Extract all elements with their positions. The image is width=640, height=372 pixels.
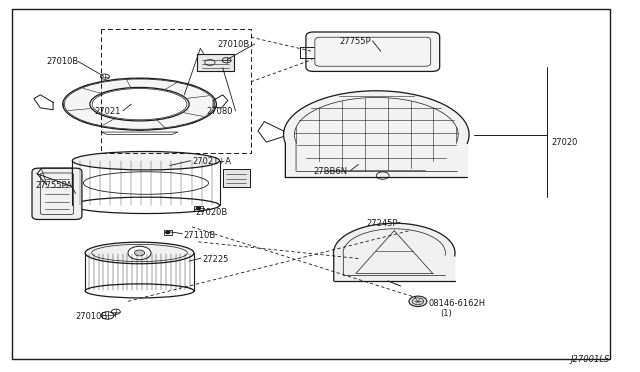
Bar (194, 206, 203, 211)
Text: (1): (1) (440, 309, 452, 318)
Text: 27010B: 27010B (218, 40, 250, 49)
FancyBboxPatch shape (32, 168, 82, 219)
Ellipse shape (85, 242, 194, 264)
Text: 27020: 27020 (552, 138, 578, 147)
Circle shape (409, 296, 427, 307)
Bar (164, 230, 172, 235)
Text: 27021: 27021 (95, 107, 121, 116)
Text: 27010B: 27010B (46, 57, 78, 66)
Circle shape (196, 207, 200, 209)
Polygon shape (284, 91, 469, 177)
Ellipse shape (90, 87, 189, 121)
Text: 27225: 27225 (202, 255, 228, 264)
Text: 27755PA: 27755PA (35, 182, 72, 190)
Bar (223, 169, 250, 187)
Text: 27245P: 27245P (366, 219, 397, 228)
Circle shape (128, 246, 151, 260)
FancyBboxPatch shape (306, 32, 440, 71)
Polygon shape (333, 223, 455, 281)
Text: 27BB6N: 27BB6N (314, 167, 348, 176)
Bar (197, 54, 234, 71)
Text: 27021+A: 27021+A (192, 157, 231, 166)
Text: 27020B: 27020B (195, 208, 227, 217)
Text: 27010B: 27010B (76, 312, 108, 321)
Text: 27110B: 27110B (184, 231, 216, 240)
Text: 27080: 27080 (206, 107, 232, 116)
Text: 08146-6162H: 08146-6162H (429, 299, 486, 308)
Ellipse shape (72, 151, 220, 170)
Ellipse shape (63, 78, 216, 130)
Circle shape (166, 231, 170, 234)
Text: J27001LS: J27001LS (570, 355, 609, 364)
Text: 27755P: 27755P (339, 37, 371, 46)
Circle shape (134, 250, 145, 256)
